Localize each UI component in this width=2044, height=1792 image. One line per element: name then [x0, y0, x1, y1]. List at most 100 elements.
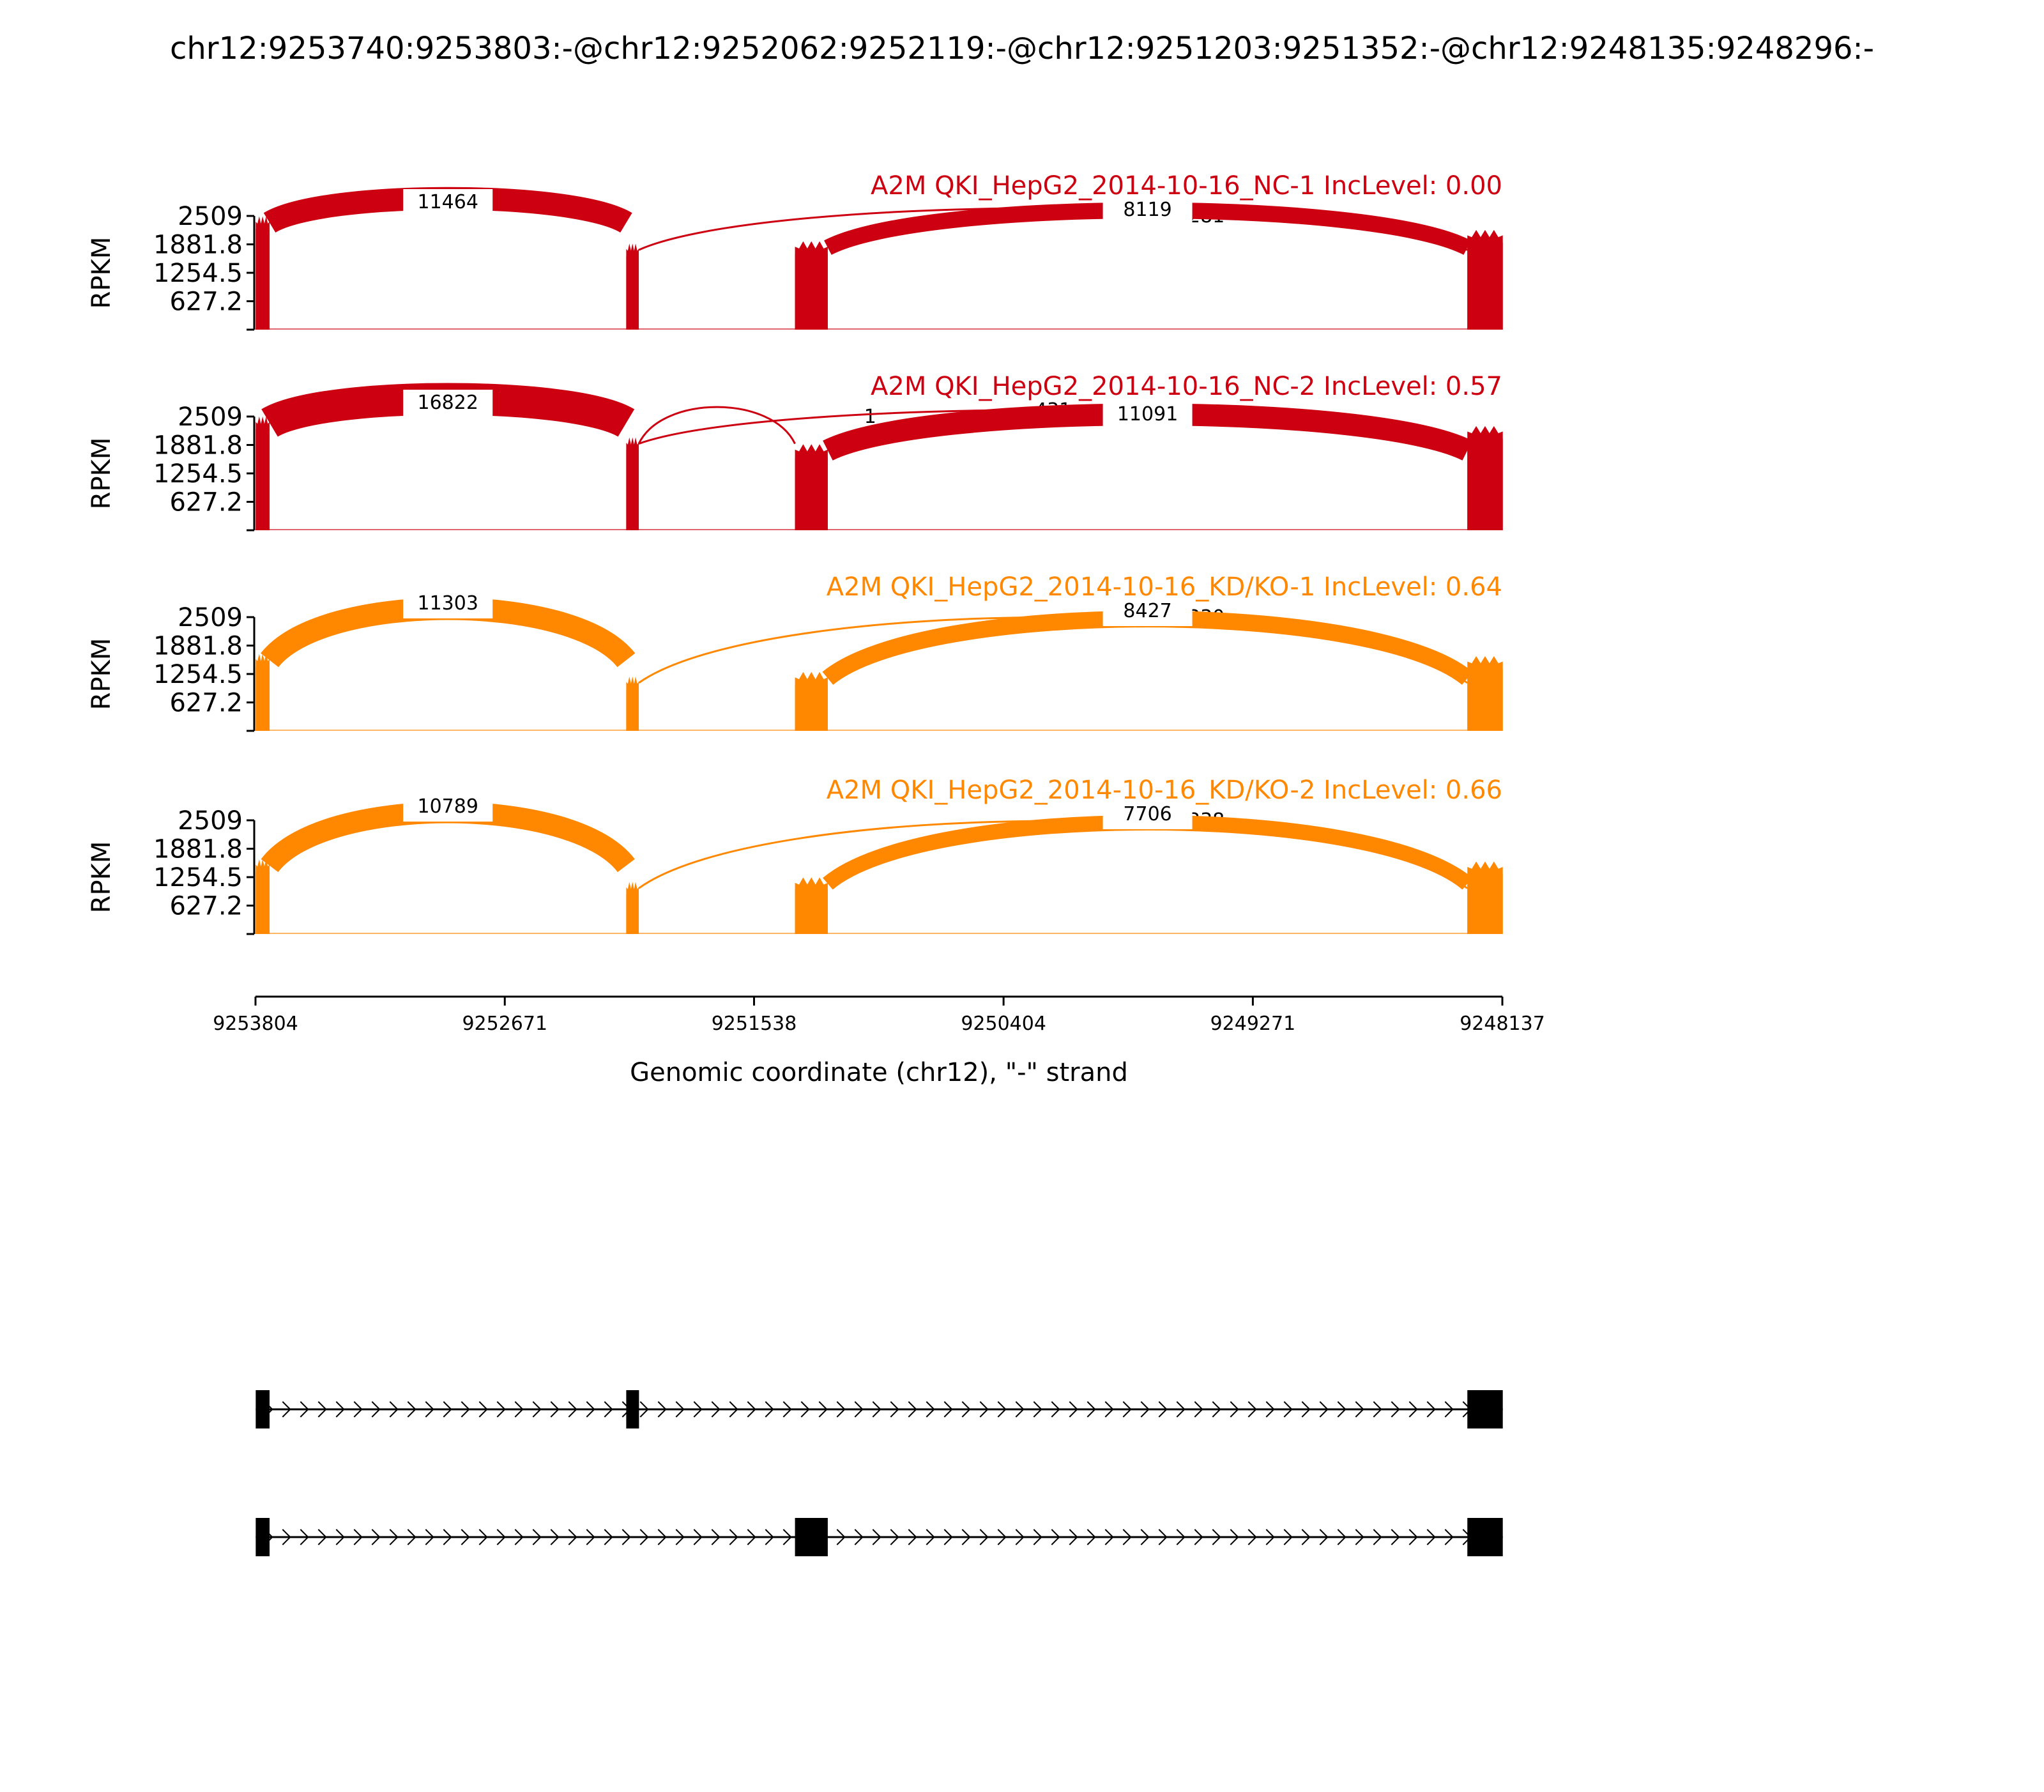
panel-label: A2M QKI_HepG2_2014-10-16_NC-2 IncLevel: … [871, 372, 1502, 401]
strand-arrow-icon [622, 1529, 631, 1545]
junction-label-bg-1 [403, 590, 493, 618]
strand-arrow-icon [908, 1529, 917, 1545]
strand-arrow-icon [371, 1529, 381, 1545]
strand-arrow-icon [1301, 1529, 1311, 1545]
y-axis-label: RPKM [87, 638, 116, 710]
strand-arrow-icon [979, 1401, 989, 1418]
strand-arrow-icon [1176, 1401, 1186, 1418]
strand-arrow-icon [639, 1401, 649, 1418]
y-tick-label: 627.2 [169, 689, 243, 718]
strand-arrow-icon [836, 1401, 846, 1418]
strand-arrow-icon [496, 1529, 506, 1545]
exon-block-4 [1467, 1518, 1503, 1556]
strand-arrow-icon [1122, 1401, 1132, 1418]
junction-count-label: 11464 [418, 191, 478, 213]
strand-arrow-icon [282, 1401, 291, 1418]
strand-arrow-icon [443, 1401, 452, 1418]
junction-label-bg-3 [1102, 598, 1193, 626]
strand-arrow-icon [1426, 1529, 1436, 1545]
exon-coverage-fill-3 [795, 890, 828, 934]
x-tick-label: 9248137 [1460, 1013, 1545, 1035]
strand-arrow-icon [1051, 1401, 1060, 1418]
x-tick-label: 9249271 [1210, 1013, 1296, 1035]
y-tick-label: 1881.8 [153, 834, 243, 864]
strand-arrow-icon [818, 1401, 828, 1418]
strand-arrow-icon [782, 1401, 792, 1418]
y-axis-label: RPKM [87, 841, 116, 914]
strand-arrow-icon [532, 1529, 542, 1545]
strand-arrow-icon [1212, 1401, 1221, 1418]
strand-arrow-icon [353, 1401, 363, 1418]
strand-arrow-icon [1319, 1401, 1329, 1418]
strand-arrow-icon [478, 1529, 488, 1545]
exon-coverage-fill-3 [795, 254, 828, 330]
strand-arrow-icon [711, 1401, 721, 1418]
strand-arrow-icon [1194, 1529, 1203, 1545]
strand-arrow-icon [1283, 1529, 1293, 1545]
strand-arrow-icon [639, 1529, 649, 1545]
junction-arc-3 [822, 610, 1473, 685]
strand-arrow-icon [729, 1401, 738, 1418]
strand-arrow-icon [890, 1529, 899, 1545]
strand-arrow-icon [1140, 1529, 1150, 1545]
y-tick-label: 1881.8 [153, 431, 243, 460]
junction-label-bg-4 [1102, 401, 1193, 429]
strand-arrow-icon [675, 1401, 685, 1418]
strand-arrow-icon [800, 1401, 810, 1418]
exon-block-3 [795, 1518, 828, 1556]
strand-arrow-icon [1444, 1401, 1454, 1418]
y-tick-label: 1254.5 [153, 660, 243, 689]
y-tick-label: 1254.5 [153, 459, 243, 489]
junction-count-label: 10789 [418, 795, 478, 818]
strand-arrow-icon [335, 1529, 345, 1545]
strand-arrow-icon [1087, 1401, 1096, 1418]
strand-arrow-icon [854, 1401, 864, 1418]
strand-arrow-icon [1015, 1529, 1025, 1545]
strand-arrow-icon [532, 1401, 542, 1418]
strand-arrow-icon [1373, 1529, 1382, 1545]
strand-arrow-icon [478, 1401, 488, 1418]
strand-arrow-icon [997, 1529, 1007, 1545]
strand-arrow-icon [872, 1401, 881, 1418]
strand-arrow-icon [514, 1529, 524, 1545]
exon-coverage-fill-2 [626, 450, 639, 530]
strand-arrow-icon [854, 1529, 864, 1545]
junction-label-bg-3 [1102, 197, 1193, 225]
strand-arrow-icon [425, 1401, 434, 1418]
junction-label-bg-1 [403, 189, 493, 217]
strand-arrow-icon [836, 1529, 846, 1545]
isoform-1 [256, 1390, 1503, 1428]
strand-arrow-icon [997, 1401, 1007, 1418]
strand-arrow-icon [1194, 1401, 1203, 1418]
strand-arrow-icon [1033, 1529, 1042, 1545]
isoform-tracks [256, 1390, 1503, 1556]
exon-coverage-fill-1 [256, 229, 270, 330]
strand-arrow-icon [1265, 1529, 1275, 1545]
junction-count-label: 8427 [1123, 600, 1171, 622]
x-tick-label: 9252671 [462, 1013, 547, 1035]
x-tick-label: 9251538 [712, 1013, 797, 1035]
strand-arrow-icon [1408, 1529, 1418, 1545]
y-tick-label: 2509 [178, 603, 243, 632]
strand-arrow-icon [765, 1529, 774, 1545]
strand-arrow-icon [1247, 1529, 1257, 1545]
exon-block-1 [256, 1390, 270, 1428]
strand-arrow-icon [657, 1529, 667, 1545]
strand-arrow-icon [1373, 1401, 1382, 1418]
coverage-panel-1: 627.21254.51881.82509RPKM114642818119A2M… [87, 171, 1503, 331]
strand-arrow-icon [1355, 1529, 1364, 1545]
strand-arrow-icon [693, 1401, 703, 1418]
y-tick-label: 2509 [178, 202, 243, 231]
x-axis: 9253804 9252671 9251538 9250404 9249271 92481… [213, 995, 1545, 1035]
strand-arrow-icon [1319, 1529, 1329, 1545]
exon-coverage-fill-2 [626, 689, 639, 731]
strand-arrow-icon [926, 1401, 935, 1418]
strand-arrow-icon [943, 1529, 953, 1545]
strand-arrow-icon [389, 1529, 399, 1545]
exon-coverage-fill-1 [256, 429, 270, 530]
strand-arrow-icon [1140, 1401, 1150, 1418]
exon-coverage-fill-4 [1467, 242, 1503, 330]
strand-arrow-icon [300, 1401, 309, 1418]
